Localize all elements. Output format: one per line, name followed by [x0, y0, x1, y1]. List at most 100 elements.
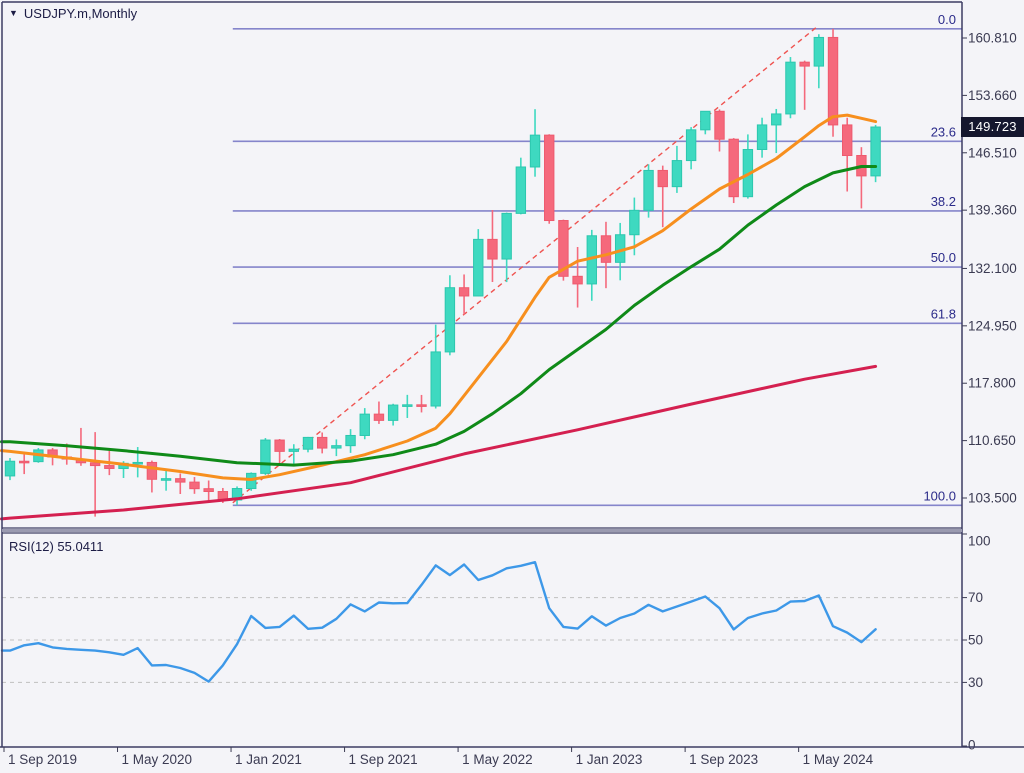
triangle-down-icon: ▼	[9, 8, 18, 18]
trendline-layer	[232, 27, 817, 504]
axis-label: 160.810	[968, 31, 1017, 46]
candle-bullish[interactable]	[402, 404, 413, 407]
candle-bullish[interactable]	[785, 61, 796, 115]
axis-label: 61.8	[931, 306, 956, 321]
candle-bearish[interactable]	[458, 287, 470, 297]
candle-bullish[interactable]	[260, 439, 271, 474]
fibonacci-levels: 0.0 23.6 38.2 50.0 61.8 100.0	[232, 12, 962, 507]
axis-label: 30	[968, 675, 983, 690]
candle-bearish[interactable]	[18, 460, 30, 464]
candle-bullish[interactable]	[813, 36, 825, 67]
axis-label: 1 Sep 2019	[8, 752, 77, 767]
axis-label: 50.0	[931, 250, 956, 265]
candle-bullish[interactable]	[430, 351, 441, 407]
candle-bearish[interactable]	[572, 275, 583, 285]
axis-label: 100	[968, 534, 991, 549]
price-axis: 160.810 153.660 146.510 139.360 132.100 124.9…	[962, 31, 1017, 506]
axis-label: 50	[968, 633, 983, 648]
candle-bearish[interactable]	[544, 134, 555, 222]
axis-label: 1 Jan 2021	[235, 752, 302, 767]
mid-ma-line[interactable]	[0, 165, 878, 467]
candle-bearish[interactable]	[487, 238, 498, 260]
axis-label: 1 Sep 2023	[689, 752, 758, 767]
candle-bullish[interactable]	[160, 478, 172, 481]
candle-bearish[interactable]	[104, 465, 115, 469]
candle-bullish[interactable]	[870, 126, 881, 177]
candle-bullish[interactable]	[331, 445, 342, 449]
axis-label: 1 May 2022	[462, 752, 533, 767]
candle-bullish[interactable]	[771, 113, 782, 126]
candle-bullish[interactable]	[473, 238, 484, 297]
slow-ma-layer	[0, 364, 878, 521]
fast-ma-line[interactable]	[0, 113, 878, 481]
candle-bearish[interactable]	[728, 138, 739, 198]
axis-label: 124.950	[968, 318, 1017, 333]
candle-bearish[interactable]	[799, 61, 810, 67]
axis-label: 1 Jan 2023	[576, 752, 643, 767]
candle-bullish[interactable]	[515, 166, 527, 214]
axis-label: 139.360	[968, 203, 1017, 218]
axis-label: 1 May 2024	[803, 752, 874, 767]
candle-bearish[interactable]	[416, 404, 427, 407]
candle-bearish[interactable]	[657, 169, 668, 188]
axis-label: 100.0	[923, 488, 956, 503]
mid-ma-layer	[0, 165, 878, 467]
candle-bearish[interactable]	[316, 436, 328, 449]
candle-bullish[interactable]	[302, 436, 314, 450]
candle-bearish[interactable]	[714, 110, 725, 140]
candle-bullish[interactable]	[685, 129, 697, 162]
axis-label: 70	[968, 590, 983, 605]
candle-bearish[interactable]	[842, 124, 853, 157]
candle-bullish[interactable]	[387, 404, 399, 421]
candle-bearish[interactable]	[600, 235, 612, 263]
axis-label: 103.500	[968, 491, 1017, 506]
symbol-timeframe-label[interactable]: ▼ USDJPY.m,Monthly	[9, 6, 137, 21]
axis-label: 117.800	[968, 376, 1016, 391]
candle-bullish[interactable]	[643, 169, 654, 211]
axis-label: 0	[968, 738, 976, 753]
candle-bearish[interactable]	[274, 439, 285, 452]
rsi-line[interactable]	[0, 561, 877, 683]
candle-bullish[interactable]	[4, 460, 16, 477]
pane-separator-band[interactable]	[2, 529, 962, 532]
candle-bullish[interactable]	[132, 461, 143, 465]
candle-bearish[interactable]	[146, 461, 158, 480]
trendline-dashed[interactable]	[232, 27, 817, 504]
candle-bullish[interactable]	[671, 160, 683, 188]
time-axis: 1 Sep 2019 1 May 2020 1 Jan 2021 1 Sep 2021…	[3, 747, 874, 767]
axis-label: 146.510	[968, 145, 1017, 160]
candle-bearish[interactable]	[558, 220, 569, 277]
rsi-pane: 100 70 50 30 0	[0, 533, 991, 753]
symbol-timeframe-text: USDJPY.m,Monthly	[23, 6, 138, 21]
axis-label: 1 May 2020	[122, 752, 193, 767]
candle-bearish[interactable]	[175, 478, 186, 483]
rsi-indicator-label: RSI(12) 55.0411	[9, 539, 104, 554]
axis-label: 1 Sep 2021	[349, 752, 418, 767]
candle-bullish[interactable]	[288, 448, 300, 452]
candle-bullish[interactable]	[345, 434, 356, 447]
candle-bearish[interactable]	[189, 481, 200, 490]
axis-label: 23.6	[931, 124, 956, 139]
candle-bullish[interactable]	[529, 134, 541, 168]
axis-label: 38.2	[931, 194, 956, 209]
candles-layer	[4, 28, 881, 517]
candle-bullish[interactable]	[700, 110, 711, 131]
axis-label: 110.650	[968, 433, 1016, 448]
candle-bullish[interactable]	[501, 212, 512, 260]
candle-bearish[interactable]	[827, 36, 839, 126]
axis-label: 0.0	[938, 12, 956, 27]
candle-bullish[interactable]	[629, 209, 640, 236]
candle-bearish[interactable]	[373, 413, 385, 421]
slow-ma-line[interactable]	[0, 364, 878, 521]
fast-ma-layer	[0, 113, 878, 481]
candle-bullish[interactable]	[756, 124, 768, 150]
candle-bullish[interactable]	[359, 413, 370, 436]
candle-bearish[interactable]	[89, 462, 101, 467]
current-price-badge: 149.723	[961, 116, 1024, 137]
candle-bullish[interactable]	[444, 287, 456, 353]
axis-label: 132.100	[968, 261, 1017, 276]
axis-label: 153.660	[968, 88, 1017, 103]
candle-bearish[interactable]	[203, 488, 214, 492]
